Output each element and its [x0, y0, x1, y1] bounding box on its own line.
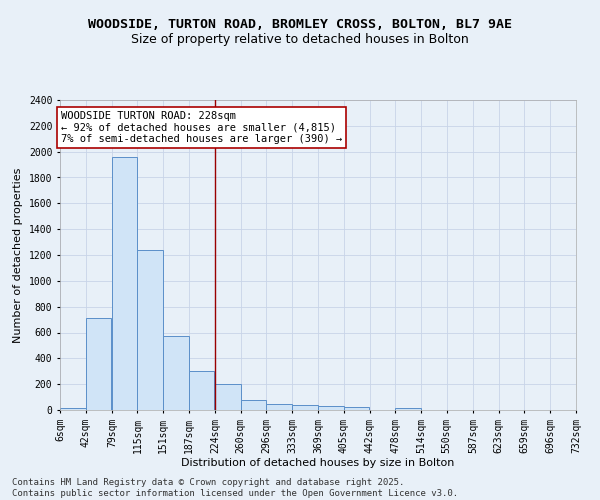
Bar — [344, 408, 369, 410]
Text: WOODSIDE, TURTON ROAD, BROMLEY CROSS, BOLTON, BL7 9AE: WOODSIDE, TURTON ROAD, BROMLEY CROSS, BO… — [88, 18, 512, 30]
Bar — [188, 370, 214, 410]
Bar — [112, 157, 137, 410]
X-axis label: Distribution of detached houses by size in Bolton: Distribution of detached houses by size … — [181, 458, 455, 468]
Text: Contains HM Land Registry data © Crown copyright and database right 2025.
Contai: Contains HM Land Registry data © Crown c… — [12, 478, 458, 498]
Text: Size of property relative to detached houses in Bolton: Size of property relative to detached ho… — [131, 32, 469, 46]
Bar — [292, 406, 318, 410]
Bar — [215, 384, 241, 410]
Bar — [86, 318, 111, 410]
Y-axis label: Number of detached properties: Number of detached properties — [13, 168, 23, 342]
Bar — [241, 400, 266, 410]
Bar — [60, 408, 86, 410]
Bar — [395, 408, 421, 410]
Text: WOODSIDE TURTON ROAD: 228sqm
← 92% of detached houses are smaller (4,815)
7% of : WOODSIDE TURTON ROAD: 228sqm ← 92% of de… — [61, 111, 342, 144]
Bar — [318, 406, 344, 410]
Bar — [163, 336, 188, 410]
Bar — [266, 404, 292, 410]
Bar — [137, 250, 163, 410]
